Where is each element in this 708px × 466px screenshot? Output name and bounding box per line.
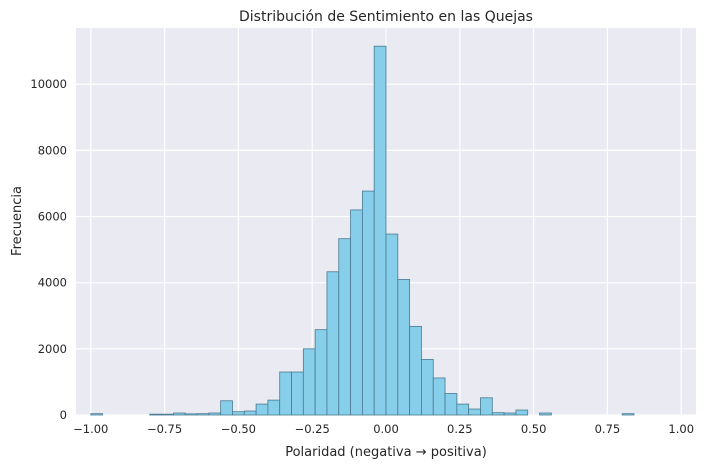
y-tick-label: 0 xyxy=(60,408,67,422)
y-tick-label: 2000 xyxy=(38,342,67,356)
histogram-bar xyxy=(326,271,340,416)
x-tick-label: 0.50 xyxy=(521,422,547,436)
histogram-bar xyxy=(385,233,399,416)
y-tick-label: 4000 xyxy=(38,276,67,290)
histogram-bar xyxy=(621,413,635,416)
histogram-bar xyxy=(184,413,198,416)
histogram-bar xyxy=(243,410,257,416)
histogram-bar xyxy=(539,412,552,416)
histogram-bar xyxy=(409,325,422,416)
histogram-bar xyxy=(161,413,174,416)
histogram-bar xyxy=(491,412,505,416)
histogram-bar xyxy=(220,400,233,416)
histogram-bar xyxy=(515,409,529,416)
histogram-bar xyxy=(173,412,186,416)
x-tick-label: −0.25 xyxy=(295,422,330,436)
x-tick-label: 1.00 xyxy=(668,422,694,436)
histogram-bar xyxy=(361,190,375,416)
y-axis-ticks: 0 2000 4000 6000 8000 10000 xyxy=(30,77,67,422)
histogram-bar xyxy=(291,371,304,416)
histogram-bar xyxy=(373,45,387,416)
x-tick-label: −1.00 xyxy=(73,422,108,436)
histogram-bar xyxy=(468,408,481,416)
x-tick-label: −0.75 xyxy=(147,422,182,436)
histogram-bar xyxy=(149,413,163,416)
histogram-bar xyxy=(503,412,517,416)
y-axis-label: Frecuencia xyxy=(10,186,25,256)
histogram-bar xyxy=(208,412,222,416)
x-tick-label: 0.75 xyxy=(595,422,621,436)
histogram-bar xyxy=(432,377,446,416)
histogram-bar xyxy=(279,371,292,416)
x-tick-label: 0.00 xyxy=(373,422,399,436)
y-tick-label: 10000 xyxy=(30,77,67,91)
y-tick-label: 6000 xyxy=(38,210,67,224)
histogram-bar xyxy=(456,403,470,416)
histogram-bar xyxy=(444,393,458,416)
histogram-bar xyxy=(314,329,328,416)
y-tick-label: 8000 xyxy=(38,143,67,157)
histogram-bar xyxy=(302,348,316,416)
histogram-bars xyxy=(90,45,635,416)
histogram-bar xyxy=(397,278,411,416)
histogram-bar xyxy=(255,403,269,416)
x-tick-label: 0.25 xyxy=(447,422,473,436)
histogram-bar xyxy=(338,238,351,416)
x-axis-label: Polaridad (negativa → positiva) xyxy=(285,445,487,460)
histogram-bar xyxy=(480,397,493,416)
histogram-bar xyxy=(196,413,210,416)
histogram-bar xyxy=(350,209,363,416)
histogram-bar xyxy=(232,411,245,416)
histogram-bar xyxy=(421,359,434,416)
histogram-bar xyxy=(267,399,281,416)
x-axis-ticks: −1.00 −0.75 −0.50 −0.25 0.00 0.25 0.50 0.75 1.00 xyxy=(73,422,694,436)
x-tick-label: −0.50 xyxy=(221,422,256,436)
chart-title: Distribución de Sentimiento en las Queja… xyxy=(239,9,533,25)
histogram-bar xyxy=(90,413,103,416)
